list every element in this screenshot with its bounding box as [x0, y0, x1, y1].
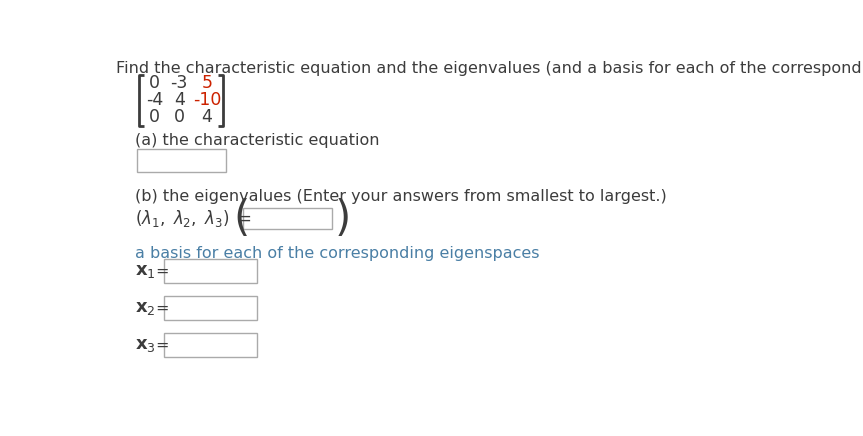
Text: $\mathbf{x}_{2}$: $\mathbf{x}_{2}$ — [135, 299, 155, 317]
Text: (b) the eigenvalues (Enter your answers from smallest to largest.): (b) the eigenvalues (Enter your answers … — [135, 189, 667, 204]
Text: =: = — [155, 300, 168, 316]
Text: 5: 5 — [202, 74, 212, 92]
Text: 4: 4 — [173, 91, 185, 109]
Text: =: = — [155, 263, 168, 279]
FancyBboxPatch shape — [137, 149, 226, 172]
Text: 4: 4 — [202, 108, 212, 126]
FancyBboxPatch shape — [243, 208, 332, 229]
Text: $\mathbf{x}_{1}$: $\mathbf{x}_{1}$ — [135, 262, 155, 280]
Text: Find the characteristic equation and the eigenvalues (and a basis for each of th: Find the characteristic equation and the… — [116, 61, 863, 76]
Text: ): ) — [335, 198, 351, 240]
Text: $(\lambda_1,\ \lambda_2,\ \lambda_3)\ =$: $(\lambda_1,\ \lambda_2,\ \lambda_3)\ =$ — [135, 208, 252, 229]
FancyBboxPatch shape — [164, 333, 256, 357]
FancyBboxPatch shape — [164, 259, 256, 283]
Text: 0: 0 — [149, 74, 160, 92]
FancyBboxPatch shape — [164, 296, 256, 320]
Text: -10: -10 — [193, 91, 221, 109]
Text: $\mathbf{x}_{3}$: $\mathbf{x}_{3}$ — [135, 336, 155, 354]
Text: (: ( — [233, 198, 249, 240]
Text: -3: -3 — [171, 74, 188, 92]
Text: 0: 0 — [149, 108, 160, 126]
Text: -4: -4 — [146, 91, 163, 109]
Text: 0: 0 — [173, 108, 185, 126]
Text: (a) the characteristic equation: (a) the characteristic equation — [135, 133, 380, 148]
Text: a basis for each of the corresponding eigenspaces: a basis for each of the corresponding ei… — [135, 246, 539, 261]
Text: =: = — [155, 337, 168, 352]
